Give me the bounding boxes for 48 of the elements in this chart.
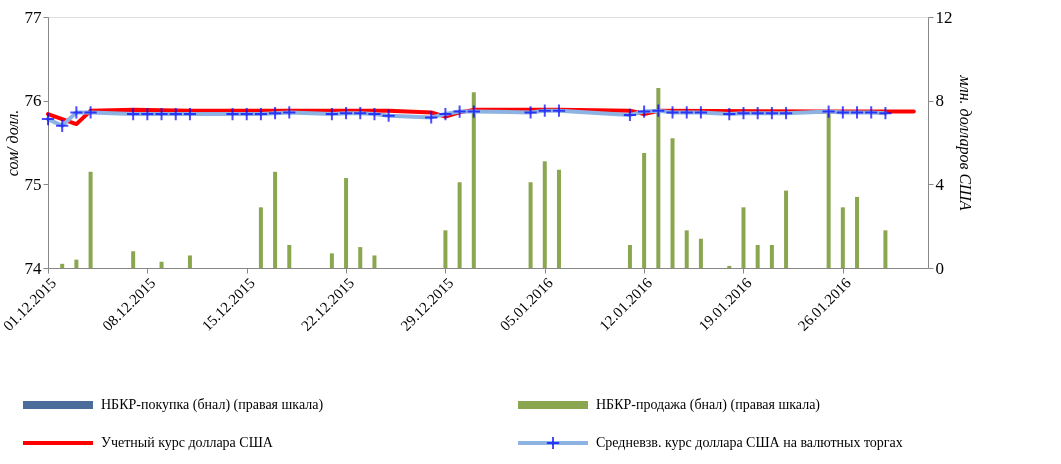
y2-tick-label: 8 — [935, 91, 944, 111]
y-axis-title: сом/ долл. — [3, 109, 21, 177]
bar — [642, 152, 647, 268]
bar — [471, 92, 476, 268]
bar — [287, 244, 292, 268]
y2-tick-label: 0 — [935, 258, 944, 278]
bar — [656, 88, 661, 268]
bar — [542, 161, 547, 268]
y-tick-label: 74 — [24, 258, 42, 278]
bar — [159, 261, 164, 268]
y-tick-label: 75 — [24, 174, 42, 194]
bar — [684, 230, 689, 268]
bar — [826, 111, 831, 268]
bar — [627, 244, 632, 268]
bar — [741, 207, 746, 268]
bar — [358, 247, 363, 268]
bar — [60, 263, 65, 268]
bar — [698, 238, 703, 268]
legend-label: НБКР-покупка (бнал) (правая шкала) — [101, 397, 324, 413]
bar — [769, 244, 774, 268]
y2-tick-label: 12 — [935, 7, 953, 27]
bar — [528, 182, 533, 268]
bar — [883, 230, 888, 268]
y2-tick-label: 4 — [935, 174, 945, 194]
bar — [258, 207, 263, 268]
bar — [329, 253, 334, 268]
y2-axis-title: млн. долларов США — [955, 74, 974, 211]
bar — [855, 196, 860, 268]
bar — [443, 230, 448, 268]
legend-label: Средневзв. курс доллара США на валютных торгах — [596, 435, 903, 450]
legend-label: НБКР-продажа (бнал) (правая шкала) — [596, 397, 821, 413]
bar — [755, 244, 760, 268]
legend-label: Учетный курс доллара США — [101, 435, 274, 450]
bar — [131, 251, 136, 268]
bar — [457, 182, 462, 268]
bar — [88, 171, 93, 268]
bar — [727, 265, 732, 268]
bar — [840, 207, 845, 268]
bar — [670, 138, 675, 268]
bar — [187, 255, 192, 268]
bar — [556, 169, 561, 268]
y-tick-label: 77 — [24, 7, 42, 27]
bar — [784, 190, 789, 268]
bar — [273, 171, 278, 268]
bar — [372, 255, 377, 268]
bar — [344, 178, 349, 268]
bar — [74, 259, 79, 268]
y-tick-label: 76 — [24, 91, 42, 111]
